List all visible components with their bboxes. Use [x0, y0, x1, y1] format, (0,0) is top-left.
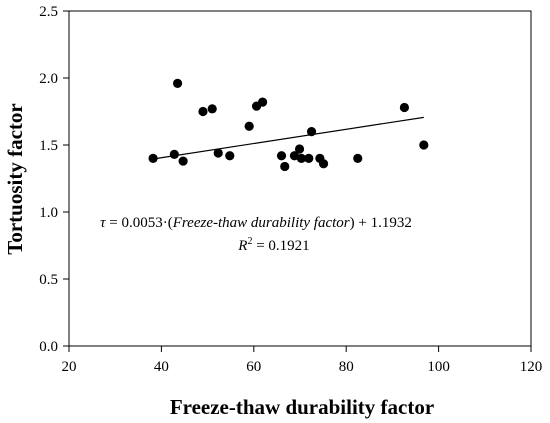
- data-point: [244, 121, 254, 131]
- data-point: [289, 151, 300, 161]
- data-point: [296, 153, 306, 163]
- r-squared-label: R2 = 0.1921: [237, 236, 309, 254]
- data-point: [213, 148, 223, 158]
- trendline: [152, 116, 424, 160]
- x-tick-label: 60: [246, 359, 261, 375]
- data-point: [257, 97, 268, 107]
- y-tick-label: 2.0: [39, 71, 58, 87]
- data-point: [169, 149, 179, 159]
- x-tick-label: 120: [520, 359, 543, 375]
- data-point: [225, 151, 235, 161]
- data-point: [198, 106, 208, 117]
- x-tick-label: 20: [62, 359, 77, 375]
- y-axis-title: Tortuosity factor: [3, 103, 27, 254]
- data-point: [207, 104, 217, 114]
- data-point: [353, 153, 363, 163]
- y-axis-ticks: 0.0 0.5 1.0 1.5 2.0 2.5: [39, 4, 69, 355]
- y-tick-label: 0.5: [39, 272, 58, 288]
- data-point: [172, 78, 183, 88]
- y-tick-label: 1.0: [39, 205, 58, 221]
- data-point: [294, 144, 305, 154]
- x-tick-label: 40: [154, 359, 169, 375]
- trendline-layer: [152, 116, 424, 160]
- data-point: [276, 151, 287, 161]
- x-axis-title: Freeze-thaw durability factor: [170, 395, 434, 419]
- data-point: [280, 161, 290, 172]
- plot-frame: [68, 10, 532, 347]
- regression-equation: τ = 0.0053·(Freeze-thaw durability facto…: [100, 215, 412, 231]
- data-point: [304, 153, 314, 163]
- data-points: [148, 78, 429, 172]
- data-point: [178, 156, 188, 166]
- x-tick-label: 80: [339, 359, 354, 375]
- data-point: [399, 102, 410, 113]
- x-tick-label: 100: [427, 359, 450, 375]
- x-axis-ticks: 20 40 60 80 100 120: [62, 346, 543, 375]
- y-tick-label: 0.0: [39, 339, 58, 355]
- data-point: [148, 153, 158, 163]
- plot-border: [68, 10, 532, 347]
- data-point: [318, 159, 329, 169]
- y-tick-label: 2.5: [39, 4, 58, 20]
- data-point: [419, 140, 429, 150]
- data-point: [306, 127, 317, 137]
- y-tick-label: 1.5: [39, 138, 58, 154]
